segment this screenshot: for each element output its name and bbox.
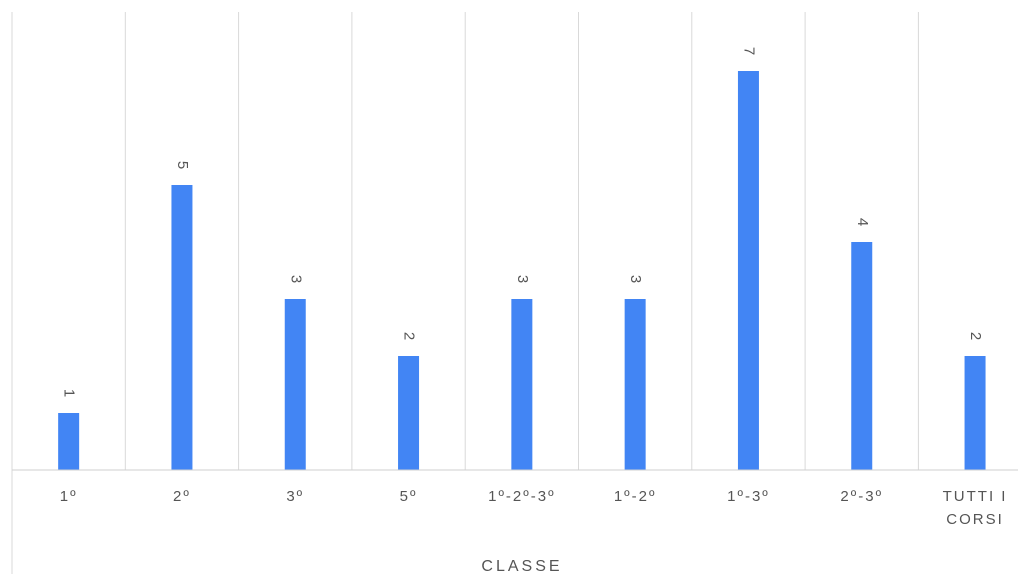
- bar[interactable]: [171, 185, 193, 470]
- x-axis-title: CLASSE: [481, 558, 562, 574]
- x-axis-tick-labels: 1º 2º 3º 5º 1º-2º-3º 1º-2º 1º-3º 2º-3º TUTTI I CO…: [60, 488, 1008, 528]
- x-tick-label: 1º-2º: [614, 488, 657, 505]
- x-tick-label: TUTTI I CORSI: [943, 488, 1008, 528]
- x-tick-label: 2º-3º: [840, 488, 883, 505]
- data-label: 5: [174, 161, 191, 169]
- data-label: 3: [514, 275, 531, 283]
- data-label: 1: [61, 389, 78, 397]
- x-tick-label: 3º: [286, 488, 304, 505]
- x-tick-label: 1º: [60, 488, 78, 505]
- data-label: 2: [401, 332, 418, 340]
- bar[interactable]: [398, 356, 420, 470]
- data-label: 2: [967, 332, 984, 340]
- x-tick-label: 1º-2º-3º: [488, 488, 555, 505]
- bar[interactable]: [624, 299, 646, 470]
- data-label: 3: [287, 275, 304, 283]
- x-tick-label: 5º: [400, 488, 418, 505]
- chart-bars: [58, 71, 986, 470]
- bar[interactable]: [737, 71, 759, 470]
- chart-grid: [11, 12, 919, 574]
- bar[interactable]: [851, 242, 873, 470]
- bar[interactable]: [58, 413, 80, 470]
- data-label: 7: [740, 47, 757, 55]
- bar[interactable]: [964, 356, 986, 470]
- chart-data-labels: 1 5 3 2 3 3 7 4 2: [61, 47, 984, 397]
- x-tick-label: 2º: [173, 488, 191, 505]
- data-label: 3: [627, 275, 644, 283]
- bar[interactable]: [511, 299, 533, 470]
- data-label: 4: [854, 218, 871, 226]
- x-tick-label: 1º-3º: [727, 488, 770, 505]
- bar[interactable]: [284, 299, 306, 470]
